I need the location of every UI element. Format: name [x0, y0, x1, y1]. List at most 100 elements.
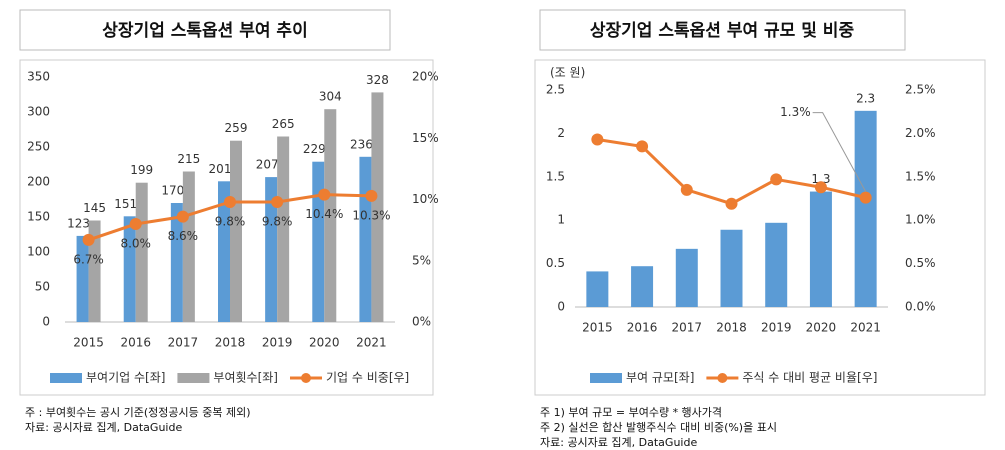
x-tick-label: 2015: [582, 321, 613, 335]
data-label: 201: [209, 162, 232, 176]
legend-label: 주식 수 대비 평균 비율[우]: [742, 371, 877, 385]
title-box: [19, 9, 391, 51]
bar: [135, 182, 148, 322]
legend-label: 부여기업 수[좌]: [86, 371, 165, 385]
data-label: 259: [225, 121, 248, 135]
x-tick-label: 2020: [806, 321, 837, 335]
data-label: 145: [83, 201, 106, 215]
bar: [88, 220, 101, 322]
line-point: [365, 189, 378, 202]
x-tick-label: 2019: [262, 336, 293, 350]
y2-tick-label: 5%: [412, 253, 431, 267]
line-point: [636, 140, 649, 153]
data-label: 199: [130, 163, 153, 177]
note: 자료: 공시자료 집계, DataGuide: [25, 421, 182, 434]
data-label: 6.7%: [73, 252, 104, 266]
line-point: [82, 233, 95, 246]
bar: [586, 271, 609, 307]
data-label: 1.3: [811, 172, 830, 186]
y2-tick-label: 0.5%: [905, 256, 936, 270]
data-label: 123: [67, 216, 90, 230]
data-label: 2.3: [856, 91, 875, 105]
bar: [854, 110, 877, 307]
bar: [218, 181, 230, 322]
bar: [809, 191, 832, 307]
y-tick-label: 0: [42, 315, 50, 329]
bar: [76, 235, 89, 322]
bar: [123, 216, 136, 322]
data-label: 328: [366, 73, 389, 87]
note: 주 2) 실선은 합산 발행주식수 대비 비중(%)을 표시: [540, 421, 777, 434]
y-tick-label: 0: [557, 300, 565, 314]
data-label: 1.3%: [780, 105, 811, 119]
x-tick-label: 2021: [356, 336, 387, 350]
data-label: 151: [114, 197, 137, 211]
note: 자료: 공시자료 집계, DataGuide: [540, 436, 697, 449]
y-axis-label: (조 원): [550, 66, 585, 80]
data-label: 170: [161, 184, 184, 198]
x-tick-label: 2016: [120, 336, 151, 350]
x-tick-label: 2020: [309, 336, 340, 350]
bar: [631, 266, 654, 307]
x-tick-label: 2018: [215, 336, 246, 350]
y-tick-label: 0.5: [546, 256, 565, 270]
y-tick-label: 2.5: [546, 83, 565, 97]
bar: [265, 177, 278, 322]
chart-title: 상장기업 스톡옵션 부여 규모 및 비중: [590, 21, 855, 41]
bar: [371, 92, 384, 323]
y2-tick-label: 20%: [412, 70, 439, 84]
line-point: [814, 181, 827, 194]
x-tick-label: 2017: [672, 321, 703, 335]
legend-label: 기업 수 비중[우]: [326, 371, 409, 385]
data-label: 304: [319, 90, 342, 104]
chart-frame: [534, 59, 986, 396]
bar: [277, 136, 290, 322]
line-point: [770, 173, 783, 186]
data-label: 236: [350, 137, 373, 151]
data-label: 8.0%: [120, 237, 151, 251]
legend-marker: [177, 373, 210, 383]
x-tick-label: 2018: [716, 321, 747, 335]
line-point: [591, 133, 604, 146]
y-tick-label: 2: [557, 126, 565, 140]
note: 주 1) 부여 규모 = 부여수량 * 행사가격: [540, 406, 722, 419]
y-tick-label: 250: [27, 140, 50, 154]
data-label: 207: [256, 158, 279, 172]
x-tick-label: 2017: [168, 336, 199, 350]
bar: [359, 156, 372, 322]
leader-line: [812, 112, 867, 192]
y-tick-label: 50: [35, 280, 50, 294]
x-tick-label: 2019: [761, 321, 792, 335]
legend-label: 부여횟수[좌]: [213, 371, 278, 385]
line-point: [680, 183, 693, 196]
y2-tick-label: 15%: [412, 131, 439, 145]
y2-tick-label: 1.5%: [905, 169, 936, 183]
bar: [675, 248, 698, 307]
y-tick-label: 300: [27, 105, 50, 119]
bar: [170, 203, 183, 322]
bar: [765, 222, 788, 307]
x-tick-label: 2016: [627, 321, 658, 335]
y-tick-label: 100: [27, 245, 50, 259]
legend-marker: [301, 373, 311, 383]
y2-tick-label: 2.0%: [905, 126, 936, 140]
bar: [230, 140, 242, 322]
y-tick-label: 350: [27, 70, 50, 84]
y2-tick-label: 2.5%: [905, 83, 936, 97]
data-label: 215: [177, 152, 200, 166]
bar: [324, 109, 337, 322]
data-label: 9.8%: [215, 214, 246, 228]
legend-label: 부여 규모[좌]: [626, 371, 694, 385]
y2-tick-label: 10%: [412, 192, 439, 206]
y-tick-label: 1.5: [546, 169, 565, 183]
data-label: 9.8%: [262, 214, 293, 228]
data-label: 8.6%: [168, 229, 199, 243]
y2-tick-label: 0.0%: [905, 300, 936, 314]
y2-tick-label: 0%: [412, 315, 431, 329]
line-point: [176, 210, 189, 223]
y-tick-label: 1: [557, 213, 565, 227]
legend-marker: [590, 373, 622, 383]
y-tick-label: 200: [27, 175, 50, 189]
bar: [312, 161, 325, 322]
